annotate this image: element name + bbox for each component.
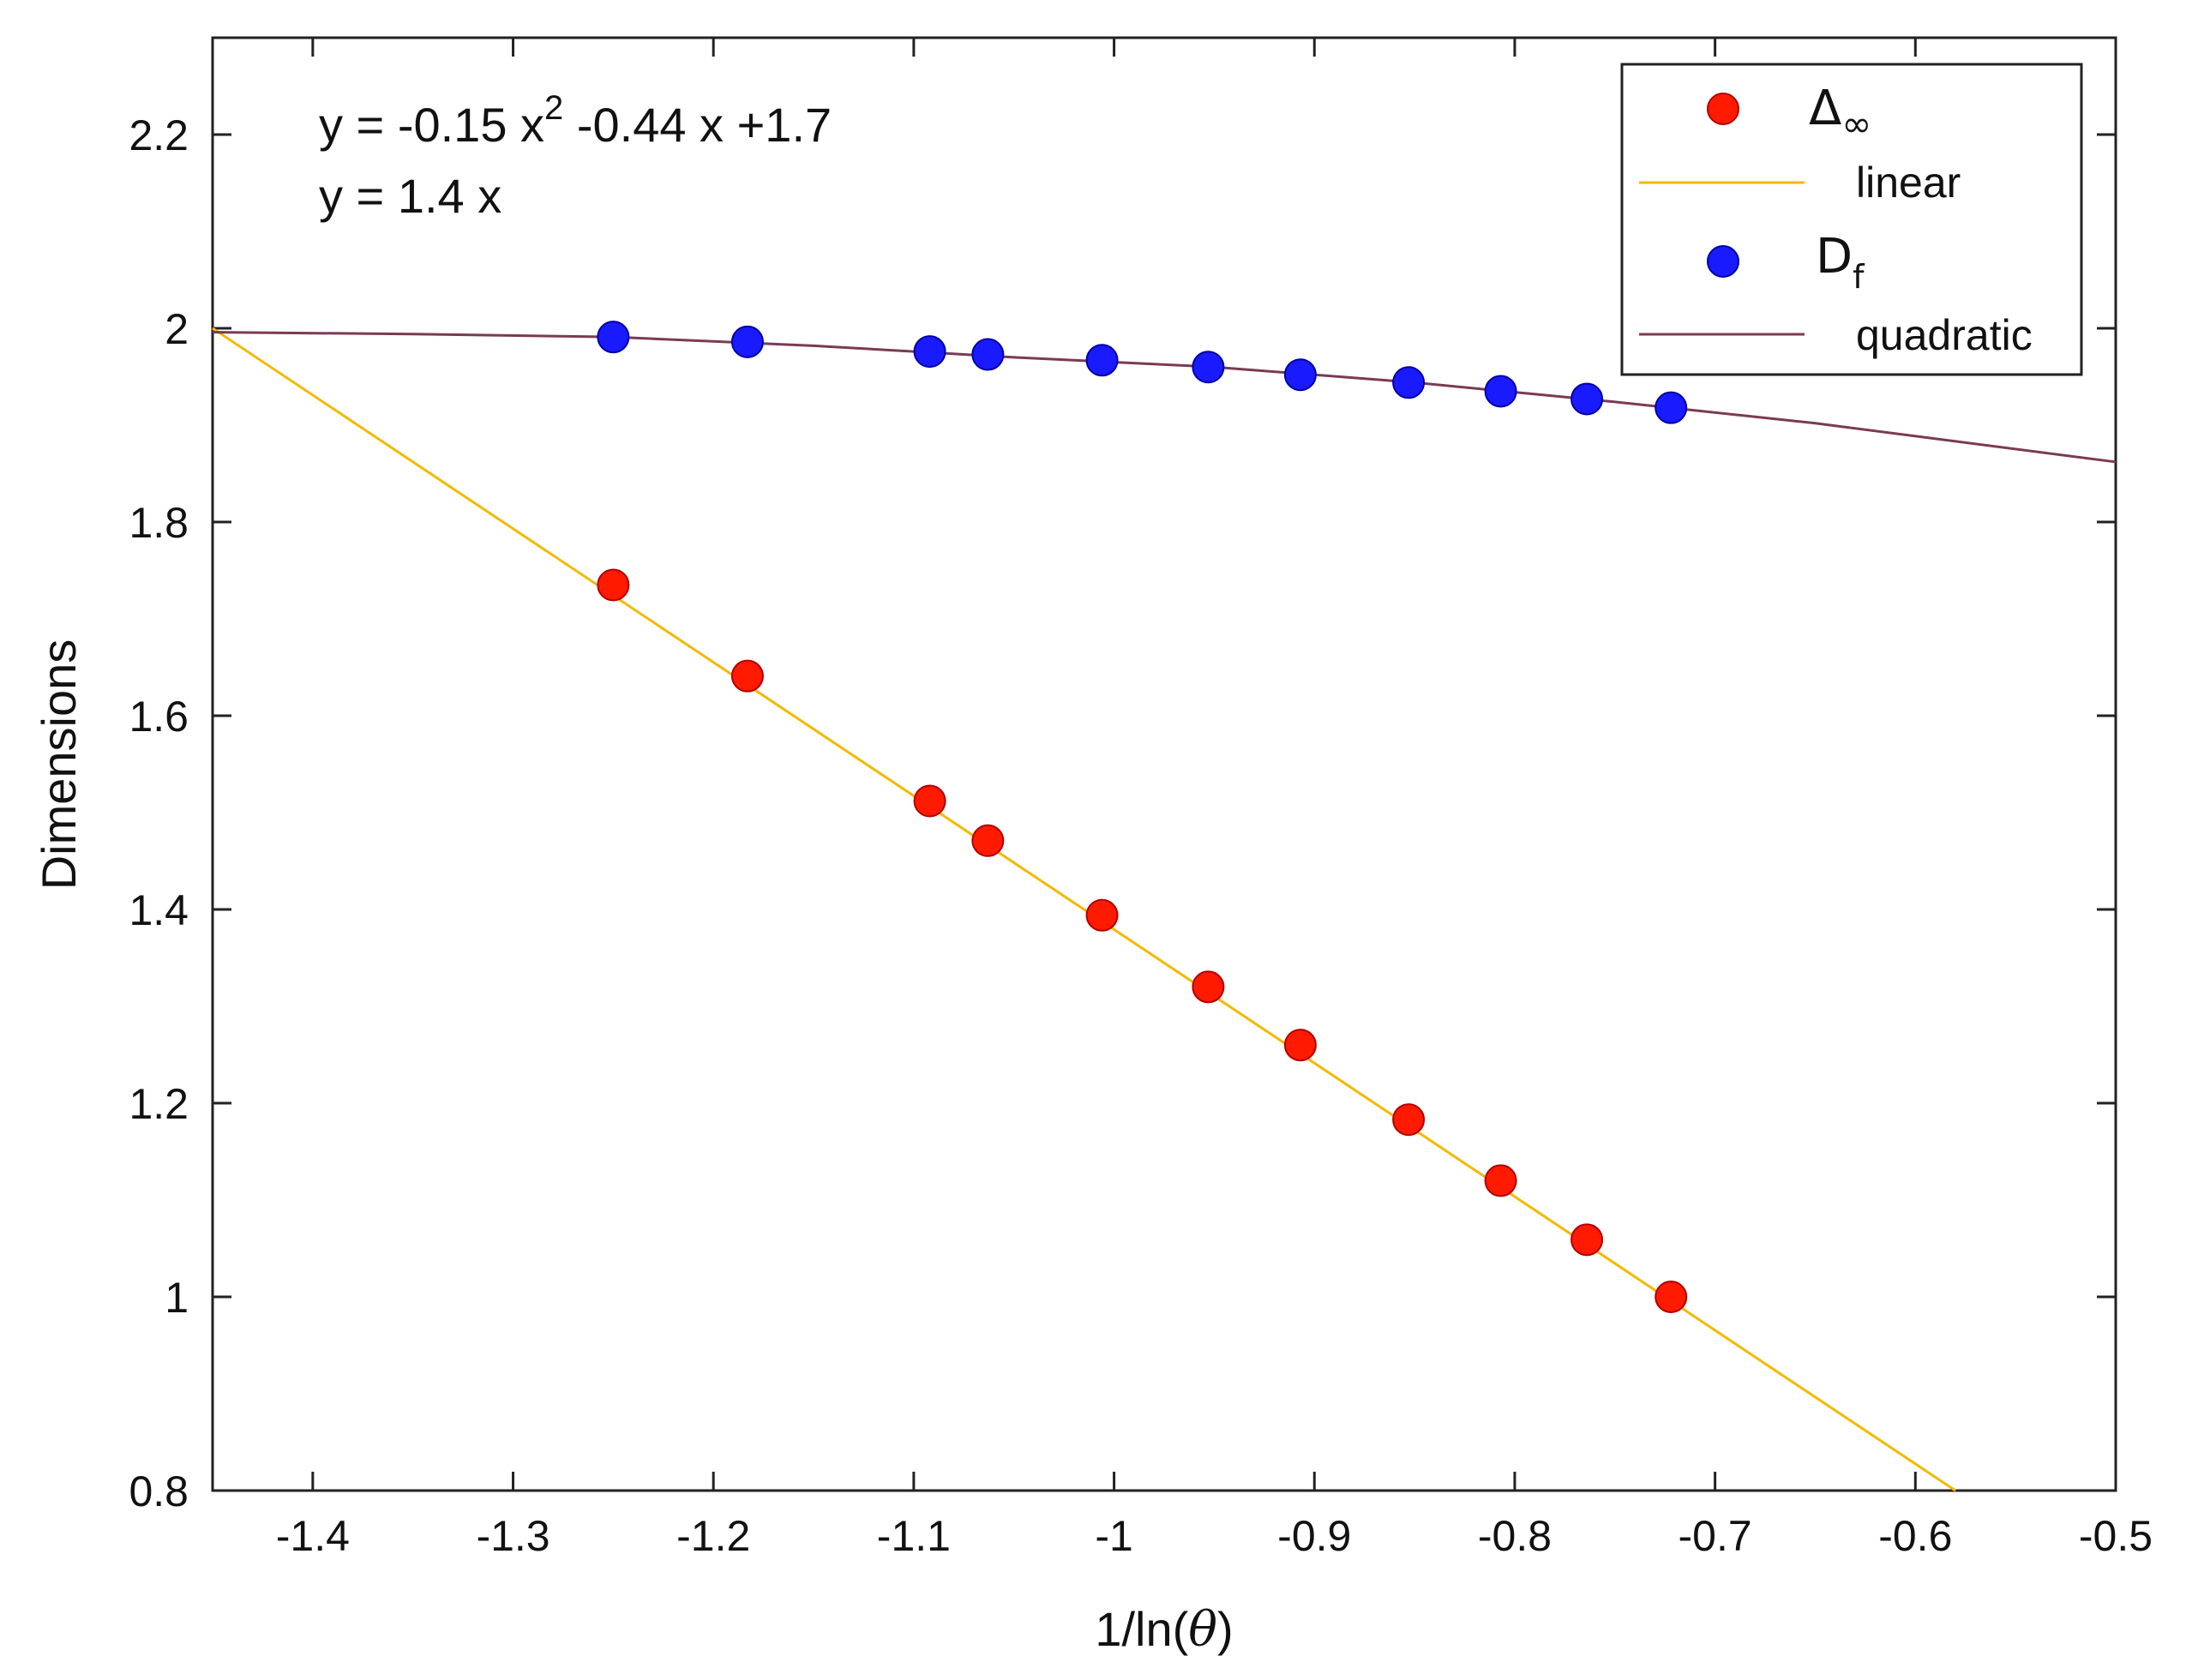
y-tick-label: 1.8 <box>129 499 189 547</box>
delta-data-point <box>1392 1103 1426 1137</box>
df-data-point <box>1392 366 1426 399</box>
x-tick-label: -1.2 <box>676 1512 750 1560</box>
legend: Δ∞ linear Df quadratic <box>1620 63 2083 376</box>
legend-delta-label: Δ∞ <box>1809 81 1871 145</box>
legend-delta-marker <box>1707 93 1739 125</box>
delta-data-point <box>1484 1164 1517 1197</box>
delta-data-point <box>971 824 1005 857</box>
df-data-point <box>597 321 630 354</box>
delta-data-point <box>1283 1029 1317 1062</box>
df-data-point <box>1283 358 1317 392</box>
df-data-point <box>1484 375 1517 408</box>
delta-infinity-series <box>597 568 1688 1313</box>
x-tick-label: -0.9 <box>1277 1512 1351 1560</box>
x-tick-label: -0.7 <box>1679 1512 1752 1560</box>
x-tick-label: -1.1 <box>877 1512 951 1560</box>
x-tick-label: -1.4 <box>276 1512 350 1560</box>
delta-data-point <box>1085 898 1119 932</box>
x-tick-label: -1.3 <box>476 1512 550 1560</box>
df-series <box>597 321 1688 424</box>
legend-df-marker <box>1707 245 1739 278</box>
y-axis: 0.8 1 1.2 1.4 1.6 1.8 2 2.2 <box>129 111 2116 1515</box>
legend-df-label: Df <box>1816 229 1865 296</box>
x-tick-label: -1 <box>1095 1512 1132 1560</box>
df-data-point <box>1085 344 1119 377</box>
df-data-point <box>1570 382 1604 416</box>
y-tick-label: 1 <box>165 1274 189 1322</box>
x-axis: -1.4 -1.3 -1.2 -1.1 -1 -0.9 -0.8 -0.7 -0.6 -0.5 <box>276 38 2153 1560</box>
quadratic-equation: y = -0.15 x2 -0.44 x +1.7 <box>319 89 832 152</box>
y-tick-label: 2 <box>165 305 189 353</box>
y-tick-label: 1.4 <box>129 886 189 934</box>
legend-box <box>1620 63 2083 376</box>
delta-data-point <box>1192 970 1225 1004</box>
y-axis-title: Dimensions <box>32 639 86 891</box>
df-data-point <box>913 335 946 369</box>
y-tick-label: 1.2 <box>129 1080 189 1128</box>
delta-data-point <box>1655 1281 1688 1313</box>
y-tick-label: 0.8 <box>129 1467 189 1515</box>
df-data-point <box>1192 351 1225 384</box>
delta-data-point <box>730 659 764 693</box>
x-tick-label: -0.8 <box>1478 1512 1552 1560</box>
delta-data-point <box>1570 1223 1604 1257</box>
df-data-point <box>1655 391 1688 424</box>
linear-equation: y = 1.4 x <box>319 169 501 223</box>
df-data-point <box>730 325 764 358</box>
y-tick-label: 1.6 <box>129 693 189 741</box>
delta-data-point <box>597 568 630 602</box>
x-axis-title: 1/ln(θ) <box>1095 1602 1233 1658</box>
df-data-point <box>971 338 1005 371</box>
legend-linear-label: linear <box>1856 159 1961 207</box>
legend-quadratic-label: quadratic <box>1856 311 2033 359</box>
x-tick-label: -0.6 <box>1878 1512 1952 1560</box>
y-tick-label: 2.2 <box>129 111 189 159</box>
x-tick-label: -0.5 <box>2079 1512 2153 1560</box>
delta-data-point <box>913 784 946 818</box>
